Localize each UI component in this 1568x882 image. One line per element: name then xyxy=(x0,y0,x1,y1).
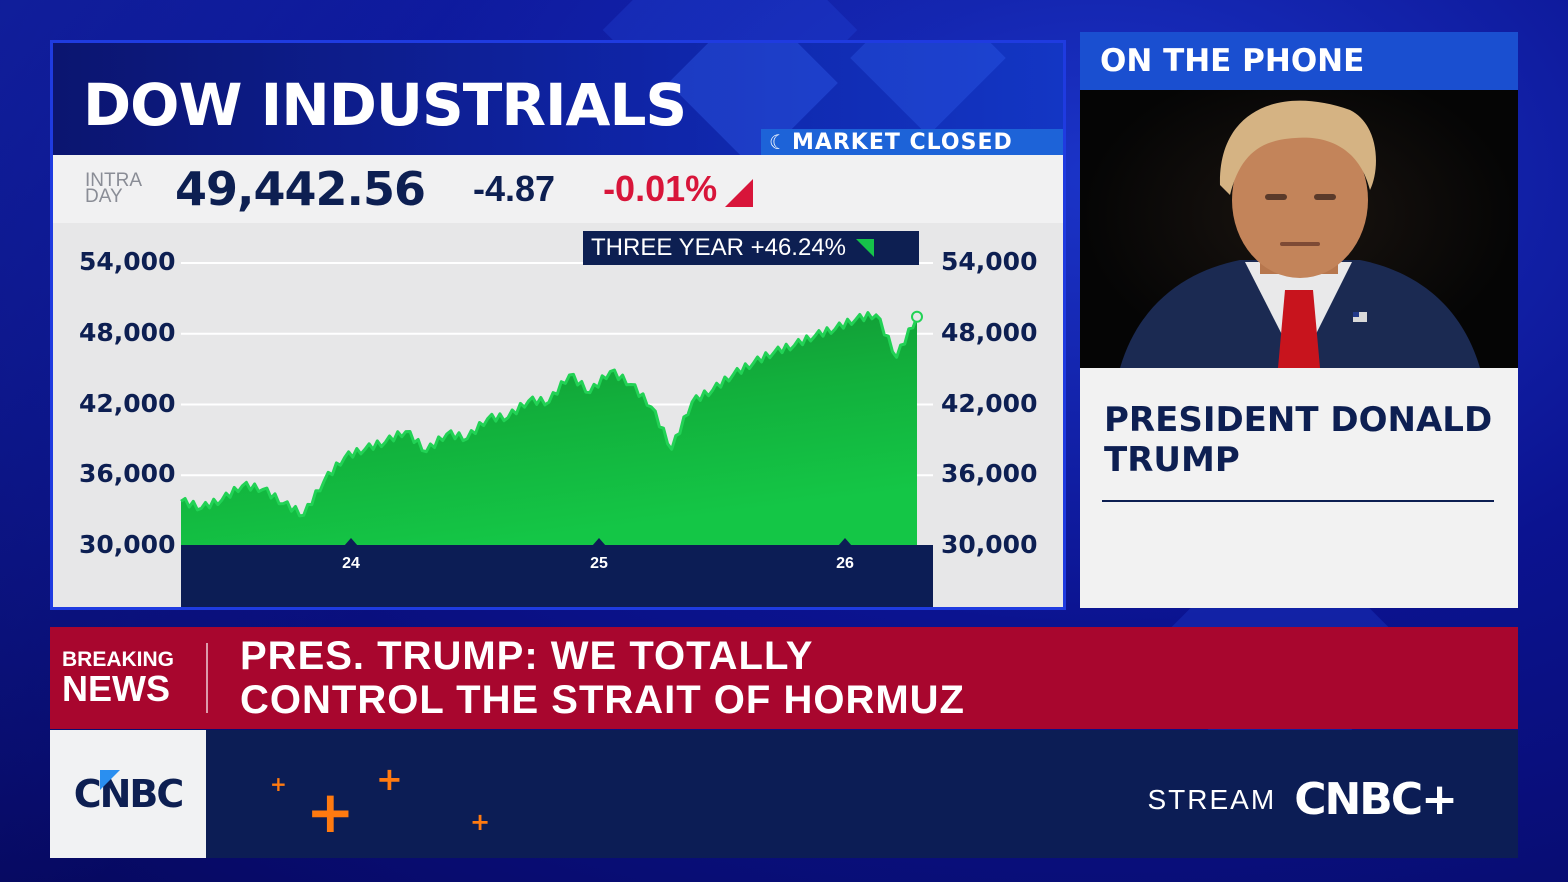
index-change-pct: -0.01% xyxy=(603,168,718,209)
x-axis-tick-marker xyxy=(344,538,358,546)
headline-line1: PRES. TRUMP: WE TOTALLY xyxy=(240,634,814,678)
y-axis-label-left: 42,000 xyxy=(79,388,176,418)
bottom-bar: CNBC + + + + STREAM CNBC+ xyxy=(50,730,1518,858)
cnbc-logo: CNBC xyxy=(73,770,185,816)
x-axis-tick-marker xyxy=(838,538,852,546)
y-axis-label-left: 54,000 xyxy=(79,247,176,276)
guest-panel: ON THE PHONE PRESIDENT DONALD TRU xyxy=(1080,32,1518,608)
plus-icon: + xyxy=(306,778,355,846)
stream-label: STREAM xyxy=(1147,783,1277,815)
x-axis-tick-marker xyxy=(592,538,606,546)
x-axis-band xyxy=(181,545,933,607)
guest-name: PRESIDENT DONALD TRUMP xyxy=(1104,400,1504,480)
intraday-label-line2: DAY xyxy=(85,186,123,207)
network-logo-box: CNBC xyxy=(50,730,206,858)
guest-label: ON THE PHONE xyxy=(1080,32,1518,90)
market-status-badge: ☾ MARKET CLOSED xyxy=(761,129,1063,155)
y-axis-label-right: 30,000 xyxy=(941,530,1038,559)
x-axis-tick-label: 25 xyxy=(590,555,608,572)
down-triangle-icon xyxy=(725,179,754,207)
guest-photo xyxy=(1080,90,1518,368)
y-axis-label-left: 48,000 xyxy=(79,317,176,347)
stream-promo: STREAM CNBC+ xyxy=(1147,774,1458,825)
plus-icon: + xyxy=(470,808,491,836)
breaking-news-bar: BREAKING NEWS PRES. TRUMP: WE TOTALLY CO… xyxy=(50,627,1518,729)
market-chart-panel: DOW INDUSTRIALS ☾ MARKET CLOSED INTRA DA… xyxy=(50,40,1066,610)
index-change: -4.87 xyxy=(473,168,556,209)
breaking-tag-line2: NEWS xyxy=(62,668,170,709)
breaking-tag-line1: BREAKING xyxy=(62,648,175,671)
intraday-label-line1: INTRA xyxy=(85,170,142,191)
peacock-slash-icon xyxy=(99,770,120,790)
period-performance-badge: THREE YEAR +46.24% xyxy=(583,231,919,265)
y-axis-label-right: 48,000 xyxy=(941,317,1038,347)
breaking-news-tag: BREAKING NEWS xyxy=(50,643,208,713)
x-axis-tick-label: 26 xyxy=(836,555,854,572)
y-axis-label-left: 36,000 xyxy=(79,459,176,489)
cnbc-plus-logo: CNBC+ xyxy=(1294,774,1458,825)
index-title: DOW INDUSTRIALS xyxy=(83,71,687,139)
y-axis-label-left: 30,000 xyxy=(79,530,176,559)
up-triangle-icon xyxy=(856,239,875,257)
plus-icon: + xyxy=(270,772,287,796)
period-performance-text: THREE YEAR +46.24% xyxy=(591,234,847,261)
quote-bar: INTRA DAY 49,442.56 -4.87 -0.01% xyxy=(53,155,1063,223)
headline: PRES. TRUMP: WE TOTALLY CONTROL THE STRA… xyxy=(240,634,965,722)
guest-name-line2: TRUMP xyxy=(1104,440,1240,480)
portrait-illustration xyxy=(1120,100,1480,368)
y-axis-label-right: 36,000 xyxy=(941,459,1038,489)
divider xyxy=(1102,500,1494,502)
y-axis-label-right: 54,000 xyxy=(941,247,1038,276)
index-price: 49,442.56 xyxy=(175,162,426,216)
moon-icon: ☾ xyxy=(769,130,788,154)
y-axis-label-right: 42,000 xyxy=(941,388,1038,418)
chart-plot-area: 24 25 26 54,000 54,000 48,000 48,000 42,000 42,… xyxy=(53,223,1063,607)
background-diamond xyxy=(850,43,1006,136)
plus-icon: + xyxy=(376,760,403,798)
market-status-text: MARKET CLOSED xyxy=(791,129,1013,155)
intraday-label: INTRA DAY xyxy=(85,170,157,207)
x-axis-tick-label: 24 xyxy=(342,555,360,572)
cnbc-logo-text: CNBC xyxy=(73,772,185,816)
guest-name-line1: PRESIDENT DONALD xyxy=(1104,400,1493,440)
headline-line2: CONTROL THE STRAIT OF HORMUZ xyxy=(240,678,965,722)
